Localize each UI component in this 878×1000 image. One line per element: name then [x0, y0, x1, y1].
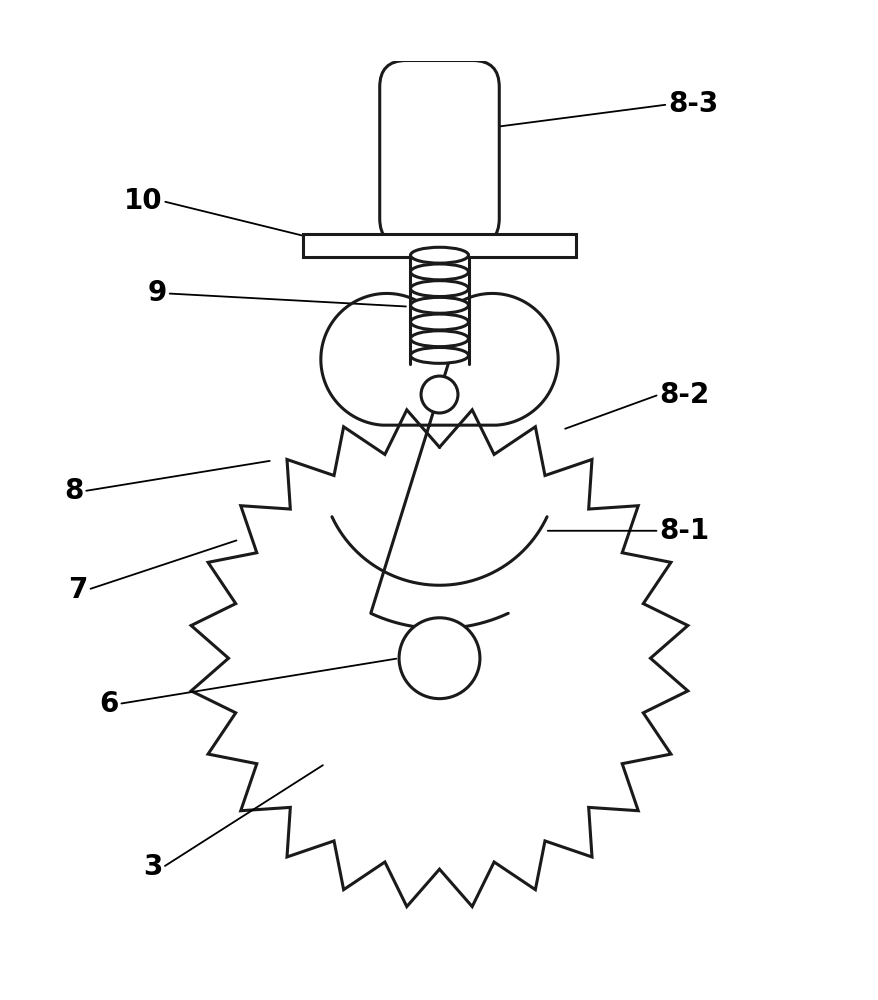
Ellipse shape — [410, 264, 468, 280]
Ellipse shape — [410, 331, 468, 347]
FancyBboxPatch shape — [379, 60, 499, 245]
Ellipse shape — [410, 314, 468, 330]
Ellipse shape — [410, 347, 468, 363]
Circle shape — [399, 618, 479, 699]
Circle shape — [421, 376, 457, 413]
Text: 8-3: 8-3 — [667, 90, 717, 118]
Text: 9: 9 — [148, 279, 167, 307]
Text: 8-2: 8-2 — [658, 381, 709, 409]
Ellipse shape — [410, 297, 468, 313]
Text: 3: 3 — [143, 853, 162, 881]
Ellipse shape — [410, 281, 468, 297]
Bar — [303, 234, 575, 257]
Text: 8: 8 — [64, 477, 83, 505]
Text: 6: 6 — [99, 690, 119, 718]
Text: 7: 7 — [68, 576, 88, 604]
Text: 10: 10 — [124, 187, 162, 215]
Text: 8-1: 8-1 — [658, 517, 709, 545]
Ellipse shape — [410, 247, 468, 263]
